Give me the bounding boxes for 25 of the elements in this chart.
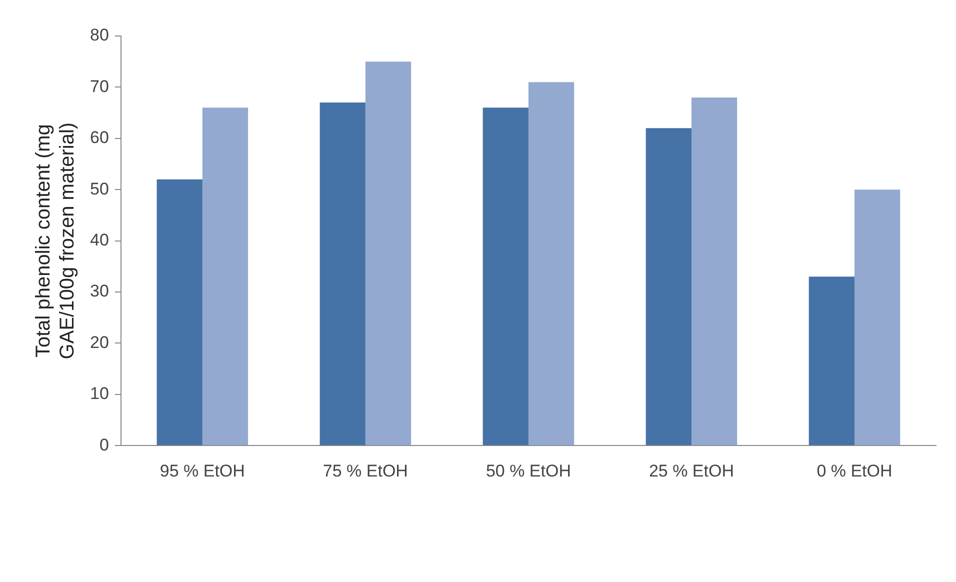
y-tick-label: 80 xyxy=(90,26,109,45)
y-tick-label: 10 xyxy=(90,384,109,404)
bar xyxy=(528,82,574,446)
y-tick-label: 0 xyxy=(99,435,109,454)
bar xyxy=(156,179,202,446)
bar xyxy=(854,190,900,446)
bar xyxy=(691,97,738,446)
bar xyxy=(320,102,366,446)
y-tick-label: 60 xyxy=(90,128,109,148)
bar xyxy=(808,276,854,446)
x-tick-label: 75 % EtOH xyxy=(322,461,408,480)
x-tick-label: 0 % EtOH xyxy=(816,461,892,480)
x-tick-label: 95 % EtOH xyxy=(160,461,245,480)
bar xyxy=(646,128,692,446)
x-tick-label: 50 % EtOH xyxy=(486,461,571,480)
y-tick-label: 20 xyxy=(90,332,109,352)
y-tick-label: 50 xyxy=(90,179,109,198)
x-tick-label: 25 % EtOH xyxy=(648,461,734,480)
y-axis-title: Total phenolic content (mg GAE/100g frozen material) xyxy=(32,122,79,360)
y-tick-label: 30 xyxy=(90,282,109,301)
bar xyxy=(365,62,412,446)
y-tick-label: 40 xyxy=(90,230,109,250)
y-tick-label: 70 xyxy=(90,76,109,96)
bar xyxy=(202,108,248,446)
bar xyxy=(482,108,528,446)
